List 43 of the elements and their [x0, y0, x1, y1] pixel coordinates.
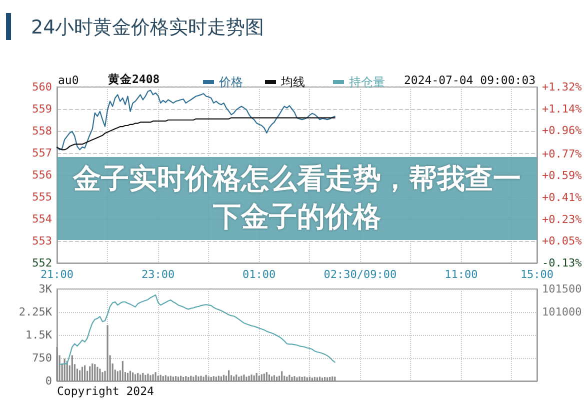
x-tick-label: 01:00: [242, 268, 276, 281]
y-tick-label: 558: [32, 124, 52, 138]
y-tick-label: 557: [32, 146, 52, 160]
line-series: [56, 117, 336, 150]
y-tick-label: 556: [32, 168, 52, 182]
y-tick-label: 555: [32, 190, 52, 204]
x-tick-label: 11:00: [444, 268, 478, 281]
x-tick-label: 21:00: [40, 268, 74, 281]
text: 2024-07-04 09:00:03: [404, 73, 536, 87]
y-tick-label: 554: [32, 212, 52, 226]
x-tick-label: 02:30/09:00: [324, 268, 397, 281]
y-tick-label: 553: [32, 234, 52, 248]
y2-tick-label: -0.13%: [542, 256, 582, 270]
x-tick-label: 15:00: [520, 268, 554, 281]
y2-tick-label: +1.14%: [542, 102, 582, 116]
y2-tick-label: +0.59%: [542, 169, 582, 182]
y2-tick-label: 101000: [542, 306, 582, 318]
legend-label: 持仓量: [349, 75, 385, 89]
y-tick-label: 750: [32, 352, 52, 364]
text: au0: [58, 73, 79, 87]
y2-tick-label: +0.41%: [542, 190, 582, 204]
y-tick-label: 559: [32, 102, 52, 116]
annotation: 金子实时价格怎么看走势，帮我查一下金子的价格: [72, 161, 522, 235]
y2-tick-label: +0.23%: [542, 212, 582, 226]
text: 黄金2408: [107, 72, 160, 86]
y2-tick-label: +0.96%: [542, 124, 582, 138]
y2-tick-label: +1.32%: [542, 80, 582, 94]
y-tick-label: 552: [32, 256, 52, 270]
y-tick-label: 0: [45, 374, 52, 388]
y2-tick-label: 101500: [542, 282, 582, 296]
y-tick-label: 3K: [38, 282, 52, 296]
legend-label: 价格: [218, 75, 243, 89]
line-series: [58, 294, 336, 365]
y-tick-label: 2.25K: [18, 306, 52, 318]
x-tick-label: 23:00: [141, 268, 175, 281]
y2-tick-label: +0.05%: [542, 234, 582, 248]
line-series: [56, 90, 336, 150]
text: Copyright 2024: [57, 384, 154, 398]
legend-label: 均线: [280, 75, 305, 89]
y-tick-label: 1.5K: [26, 328, 52, 342]
chart-title: 24小时黄金价格实时走势图: [31, 16, 264, 38]
y-tick-label: 560: [32, 80, 52, 94]
y2-tick-label: +0.77%: [542, 147, 582, 160]
